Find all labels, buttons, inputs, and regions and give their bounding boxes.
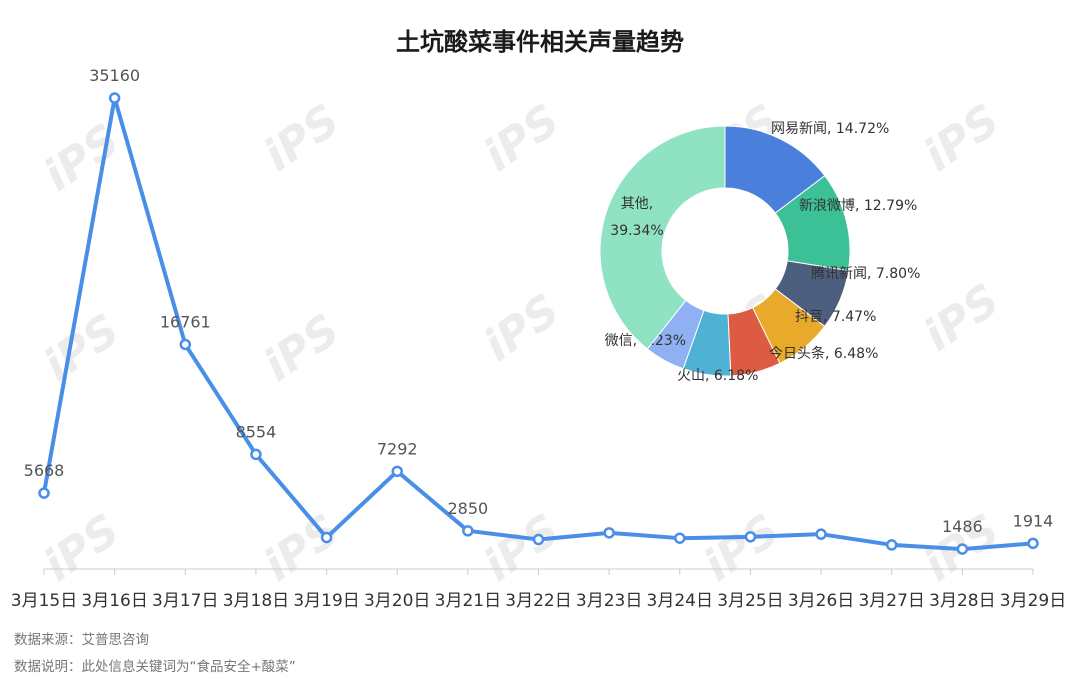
slice-label: 抖音, 7.47%: [795, 308, 876, 325]
source-note: 数据来源：艾普思咨询: [14, 632, 149, 648]
x-tick-label: 3月29日: [1000, 591, 1066, 611]
data-label: 5668: [24, 461, 65, 480]
data-label: 1914: [1013, 511, 1054, 530]
line-data-labels: 5668 35160 16761 8554 7292 2850 1486 1914: [24, 66, 1054, 536]
x-tick-label: 3月17日: [152, 591, 218, 611]
watermark-logo: iPS: [35, 505, 129, 592]
x-tick-label: 3月25日: [717, 591, 783, 611]
watermark-logo: iPS: [255, 305, 349, 392]
x-tick-label: 3月27日: [858, 591, 924, 611]
watermark-logo: iPS: [475, 95, 569, 182]
data-label: 1486: [942, 517, 983, 536]
data-point: [38, 487, 50, 499]
x-axis: 3月15日 3月16日 3月17日 3月18日 3月19日 3月20日 3月21日 3月22日…: [11, 568, 1066, 611]
x-tick-label: 3月20日: [364, 591, 430, 611]
data-point: [462, 525, 474, 537]
data-label: 16761: [160, 312, 211, 331]
chart-title: 土坑酸菜事件相关声量趋势: [396, 28, 684, 56]
slice-label: 其他,: [621, 196, 653, 212]
x-tick-label: 3月18日: [223, 591, 289, 611]
x-tick-label: 3月24日: [647, 591, 713, 611]
data-point: [956, 543, 969, 555]
data-point: [532, 533, 545, 546]
x-tick-label: 3月15日: [11, 591, 77, 611]
data-label: 2850: [447, 499, 488, 518]
watermark-logo: iPS: [475, 285, 569, 372]
x-tick-label: 3月23日: [576, 591, 642, 611]
watermark-logo: iPS: [255, 505, 349, 592]
slice-label: 新浪微博, 12.79%: [799, 197, 917, 214]
donut-slice: [599, 125, 726, 350]
line-points: [38, 92, 1039, 555]
x-tick-label: 3月26日: [788, 591, 854, 611]
x-tick-label: 3月22日: [505, 591, 571, 611]
data-label: 8554: [236, 422, 277, 441]
watermark-logo: iPS: [475, 505, 569, 592]
data-point: [250, 448, 262, 461]
slice-label-value: 39.34%: [610, 223, 663, 239]
data-point: [744, 531, 757, 543]
x-tick-label: 3月28日: [929, 591, 995, 611]
data-point: [108, 92, 121, 104]
data-note: 数据说明：此处信息关键词为“食品安全+酸菜”: [14, 659, 296, 675]
line-chart: 3月15日 3月16日 3月17日 3月18日 3月19日 3月20日 3月21日 3月22日…: [11, 66, 1066, 611]
x-tick-label: 3月19日: [293, 591, 359, 611]
watermark-logo: iPS: [915, 275, 1009, 362]
data-point: [179, 338, 192, 351]
slice-label: 火山, 6.18%: [677, 368, 758, 384]
watermark-logo: iPS: [915, 95, 1009, 182]
slice-label: 今日头条, 6.48%: [769, 345, 878, 362]
x-tick-label: 3月21日: [435, 591, 501, 611]
data-point: [674, 532, 686, 544]
data-point: [815, 528, 827, 540]
data-point: [320, 531, 333, 544]
data-label: 35160: [89, 66, 140, 85]
watermark-logo: iPS: [35, 305, 129, 392]
data-point: [1027, 537, 1039, 550]
data-label: 7292: [377, 439, 418, 458]
watermark-logo: iPS: [35, 115, 129, 202]
donut-chart: 网易新闻, 14.72% 新浪微博, 12.79% 腾讯新闻, 7.80% 抖音, 7…: [599, 121, 920, 384]
watermark-logo: iPS: [255, 95, 349, 182]
slice-label: 网易新闻, 14.72%: [771, 121, 889, 137]
data-point: [885, 539, 898, 551]
slice-label: 腾讯新闻, 7.80%: [811, 265, 920, 282]
x-tick-label: 3月16日: [81, 591, 147, 611]
data-point: [391, 465, 403, 478]
data-point: [603, 527, 615, 539]
watermark-logo: iPS: [695, 505, 789, 592]
